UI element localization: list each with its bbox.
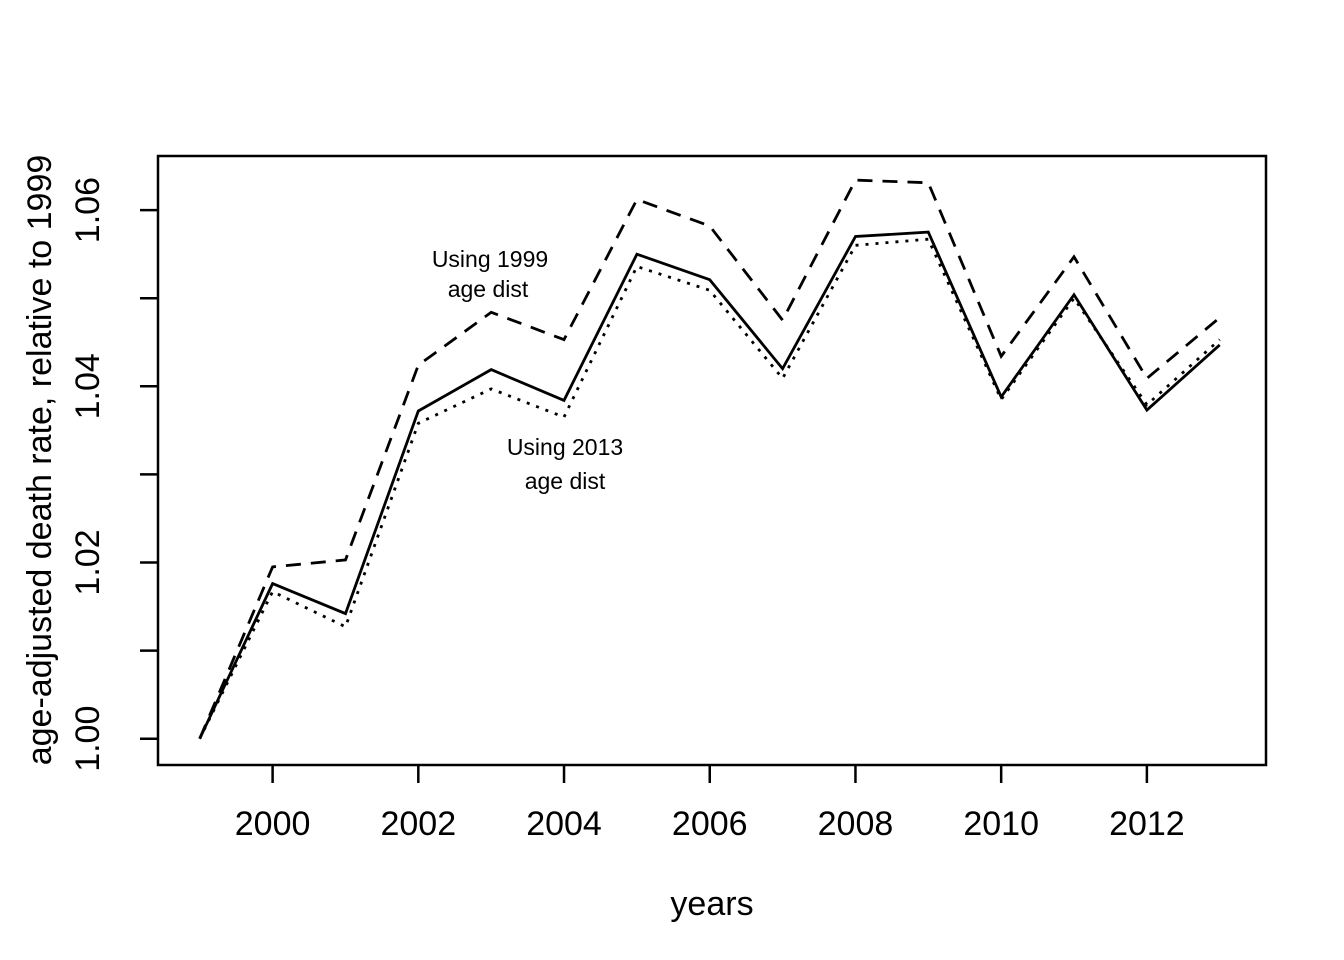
y-tick-label: 1.06: [69, 177, 107, 243]
annotation-using-2013: Using 2013 age dist: [507, 434, 623, 494]
series-line-dashed: [198, 178, 1221, 740]
series-line-solid: [198, 230, 1221, 740]
annotation-using-2013-line1: Using 2013: [507, 434, 623, 460]
x-tick-label: 2008: [818, 805, 894, 843]
y-tick-label: 1.02: [69, 529, 107, 595]
x-axis-label: years: [670, 885, 753, 923]
series-line-dotted: [198, 237, 1221, 740]
annotation-using-1999-line2: age dist: [448, 276, 529, 302]
annotation-using-1999: Using 1999 age dist: [432, 246, 548, 302]
annotation-using-2013-line2: age dist: [525, 468, 606, 494]
plot-area-border: [156, 154, 1268, 767]
x-tick-label: 2012: [1109, 805, 1185, 843]
x-tick-label: 2006: [672, 805, 748, 843]
x-tick-label: 2010: [963, 805, 1039, 843]
x-tick-label: 2004: [526, 805, 602, 843]
y-axis-ticks: 1.00 1.02 1.04 1.06: [69, 177, 158, 772]
series-lines: [198, 178, 1221, 740]
annotation-using-1999-line1: Using 1999: [432, 246, 548, 272]
x-axis-ticks: 2000 2002 2004 2006 2008 2010 2012: [235, 765, 1185, 843]
x-tick-label: 2002: [380, 805, 456, 843]
y-tick-label: 1.00: [69, 706, 107, 772]
y-axis-label: age-adjusted death rate, relative to 199…: [21, 155, 59, 766]
y-tick-label: 1.04: [69, 353, 107, 419]
x-tick-label: 2000: [235, 805, 311, 843]
